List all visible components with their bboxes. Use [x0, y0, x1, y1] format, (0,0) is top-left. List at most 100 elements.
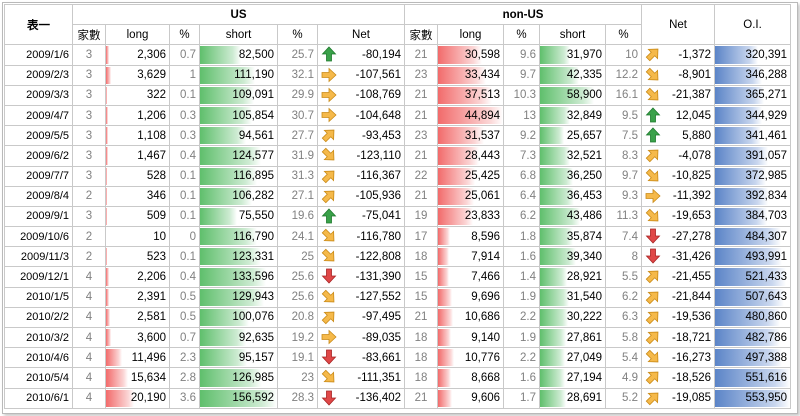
nonus-short-cell: 35,874	[539, 226, 607, 248]
cell-value: 28,691	[566, 392, 603, 405]
data-bar	[715, 268, 786, 286]
nonus-short-cell: 32,849	[539, 104, 607, 127]
nonus-net-cell: -11,392	[641, 185, 716, 207]
data-bar	[540, 228, 574, 246]
nonus-long-pct-cell: 2.2	[503, 306, 541, 329]
header-row-2: 家數 long % short % Net 家數 long % short %	[5, 24, 791, 46]
cell-value: 384,703	[745, 210, 788, 223]
cell-value: 27,049	[566, 351, 603, 364]
net-value: -18,721	[672, 331, 712, 344]
us-long-cell: 3,629	[105, 64, 170, 86]
data-bar	[200, 228, 258, 246]
cell-value: 42,335	[566, 69, 603, 82]
orange-up-right-arrow-icon	[645, 311, 659, 325]
nonus-short-cell: 28,691	[539, 387, 607, 409]
orange-down-right-arrow-icon	[321, 228, 335, 242]
us-long-pct-cell: 0.3	[169, 104, 200, 127]
net-value: -116,780	[356, 230, 402, 243]
nonus-long-cell: 9,606	[437, 387, 505, 409]
us-net-cell: -104,648	[316, 104, 406, 127]
us-short-header: short	[199, 24, 278, 46]
cell-value: 82,500	[238, 48, 274, 61]
table-row: 2009/5/5 3 1,108 0.3 94,561 27.7 -93,453 23 31,5…	[4, 125, 792, 147]
nonus-short-pct-cell: 11.3	[605, 205, 643, 228]
us-houses-cell: 3	[72, 145, 106, 167]
oi-cell: 320,391	[714, 44, 792, 66]
data-bar	[106, 46, 110, 64]
cell-value: 553,950	[745, 392, 788, 405]
data-bar	[200, 268, 266, 286]
nonus-long-cell: 23,833	[437, 205, 505, 228]
nonus-short-pct-cell: 4.9	[605, 367, 643, 389]
nonus-short-pct-cell: 9.7	[605, 165, 643, 187]
orange-down-right-arrow-icon	[645, 87, 659, 101]
nonus-short-pct-cell: 8	[605, 246, 643, 268]
red-down-arrow-icon	[321, 390, 337, 406]
us-long-pct-cell: 0.7	[169, 44, 200, 66]
nonus-short-cell: 30,222	[539, 306, 607, 329]
nonus-long-pct-header: %	[503, 24, 541, 46]
data-bar	[715, 127, 762, 145]
nonus-long-pct-cell: 1.6	[503, 246, 541, 268]
oi-cell: 521,433	[714, 266, 792, 288]
data-bar	[715, 329, 781, 347]
data-bar	[200, 187, 253, 205]
table-row: 2010/6/1 4 20,190 3.6 156,592 28.3 -136,402 21 9…	[4, 387, 792, 409]
data-bar	[200, 106, 253, 125]
date-cell: 2009/5/5	[4, 125, 73, 147]
date-cell: 2009/11/3	[4, 246, 73, 268]
us-short-pct-cell: 29.9	[277, 84, 318, 106]
us-short-pct-header: %	[277, 24, 318, 46]
data-bar	[540, 288, 570, 306]
nonus-net-cell: -27,278	[641, 226, 716, 248]
us-net-cell: -122,808	[316, 246, 406, 268]
table-row: 2009/11/3 2 523 0.1 123,331 25 -122,808 18 7,914…	[4, 246, 792, 268]
cell-value: 31,540	[566, 291, 603, 304]
nonus-long-cell: 9,696	[437, 286, 505, 308]
cell-value: 23,833	[464, 210, 501, 223]
nonus-houses-cell: 18	[404, 347, 439, 369]
us-long-pct-cell: 0.1	[169, 84, 200, 106]
nonus-long-cell: 8,668	[437, 367, 505, 389]
net-value: -10,825	[672, 170, 712, 183]
oi-cell: 553,950	[714, 387, 792, 409]
net-value: -19,085	[672, 392, 712, 405]
net-value: -107,561	[355, 69, 402, 82]
nonus-houses-cell: 21	[404, 84, 439, 106]
oi-cell: 482,786	[714, 326, 792, 349]
us-net-cell: -116,367	[316, 165, 406, 187]
cell-value: 133,596	[232, 271, 274, 284]
us-short-cell: 100,076	[199, 306, 278, 329]
oi-header: O.I.	[714, 3, 792, 46]
net-value: 5,880	[682, 129, 712, 142]
data-bar	[540, 147, 570, 165]
us-short-cell: 116,895	[199, 165, 278, 187]
nonus-net-cell: -19,653	[641, 205, 716, 228]
data-bar	[438, 369, 451, 387]
cell-value: 11,496	[131, 351, 166, 364]
data-bar	[540, 308, 568, 326]
data-bar	[106, 66, 112, 84]
us-short-cell: 126,985	[199, 367, 278, 389]
net-value: -111,351	[357, 371, 402, 384]
us-houses-cell: 2	[72, 246, 106, 268]
cell-value: 31,537	[464, 129, 501, 142]
oi-cell: 480,860	[714, 306, 792, 329]
us-net-cell: -80,194	[316, 44, 406, 66]
cell-value: 521,433	[745, 271, 788, 284]
data-bar	[438, 268, 449, 286]
data-bar	[106, 106, 108, 125]
cell-value: 3,629	[137, 69, 166, 82]
oi-cell: 384,703	[714, 205, 792, 228]
orange-down-right-arrow-icon	[645, 349, 659, 363]
nonus-houses-cell: 18	[404, 246, 439, 268]
nonus-long-pct-cell: 6.4	[503, 185, 541, 207]
data-bar	[438, 127, 484, 145]
nonus-long-cell: 37,513	[437, 84, 505, 106]
oi-cell: 551,616	[714, 367, 792, 389]
cell-value: 484,307	[745, 230, 788, 243]
nonus-short-cell: 27,861	[539, 326, 607, 349]
net-value: -8,901	[678, 69, 712, 82]
us-long-cell: 1,467	[105, 145, 170, 167]
cell-value: 126,985	[232, 371, 274, 384]
